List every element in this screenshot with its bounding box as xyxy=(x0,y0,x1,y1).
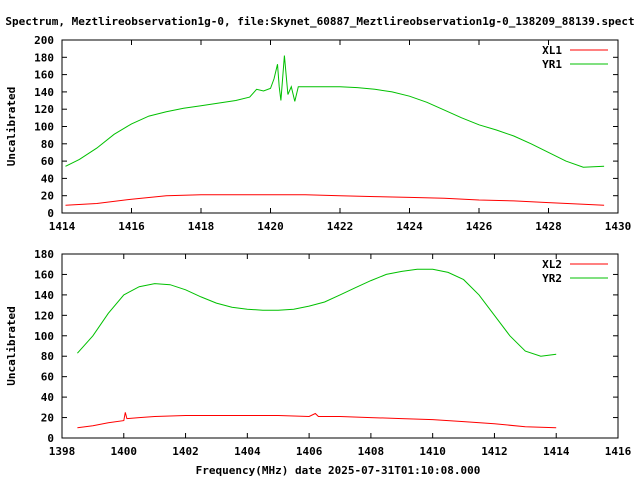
x-tick-label: 1402 xyxy=(172,445,199,458)
y-tick-label: 140 xyxy=(34,289,54,302)
bottom-chart: 0 20 40 60 80 100 120 140 160 180 1398 1400 1402 1404… xyxy=(5,248,632,458)
y-tick-label: 20 xyxy=(41,412,54,425)
x-tick-label: 1422 xyxy=(327,220,354,233)
y-tick-label: 160 xyxy=(34,69,54,82)
y-tick-label: 100 xyxy=(34,330,54,343)
plot-frame xyxy=(61,253,619,439)
figure-title: Spectrum, Meztlireobservation1g-0, file:… xyxy=(5,15,634,28)
x-tick-label: 1400 xyxy=(111,445,138,458)
x-tick-label: 1414 xyxy=(49,220,76,233)
x-tick-label: 1416 xyxy=(118,220,145,233)
legend-label: YR2 xyxy=(542,272,562,285)
y-tick-label: 60 xyxy=(41,371,54,384)
x-tick-label: 1406 xyxy=(296,445,323,458)
series-line-xl1 xyxy=(65,194,605,206)
x-tick-label: 1430 xyxy=(605,220,632,233)
y-tick-label: 0 xyxy=(47,432,54,445)
y-axis-label: Uncalibrated xyxy=(5,87,18,166)
y-tick-label: 0 xyxy=(47,207,54,220)
x-tick-label: 1418 xyxy=(188,220,215,233)
y-tick-label: 80 xyxy=(41,138,54,151)
y-tick-label: 160 xyxy=(34,268,54,281)
x-tick-label: 1428 xyxy=(535,220,562,233)
y-tick-label: 80 xyxy=(41,350,54,363)
y-tick-label: 180 xyxy=(34,248,54,261)
y-tick-label: 140 xyxy=(34,86,54,99)
y-tick-label: 180 xyxy=(34,51,54,64)
top-chart: 0 20 40 60 80 100 120 140 160 180 200 1414 1416 1418 1… xyxy=(5,34,631,233)
plot-frame xyxy=(61,39,619,214)
x-tick-label: 1424 xyxy=(396,220,423,233)
y-tick-label: 120 xyxy=(34,309,54,322)
y-tick-label: 60 xyxy=(41,155,54,168)
series-line-yr1 xyxy=(65,55,605,168)
legend-label: XL2 xyxy=(542,258,562,271)
x-tick-label: 1420 xyxy=(257,220,284,233)
y-tick-label: 120 xyxy=(34,103,54,116)
x-tick-label: 1404 xyxy=(234,445,261,458)
x-tick-label: 1410 xyxy=(419,445,446,458)
legend-label: YR1 xyxy=(542,58,562,71)
y-tick-label: 40 xyxy=(41,172,54,185)
y-axis-label: Uncalibrated xyxy=(5,306,18,385)
x-tick-label: 1426 xyxy=(466,220,493,233)
y-tick-label: 20 xyxy=(41,190,54,203)
x-tick-label: 1416 xyxy=(605,445,632,458)
y-tick-label: 200 xyxy=(34,34,54,47)
y-tick-label: 40 xyxy=(41,391,54,404)
x-tick-label: 1408 xyxy=(358,445,385,458)
x-tick-label: 1412 xyxy=(481,445,508,458)
x-axis-label: Frequency(MHz) date 2025-07-31T01:10:08.… xyxy=(196,464,481,477)
legend-label: XL1 xyxy=(542,44,562,57)
series-line-yr2 xyxy=(77,268,557,357)
x-tick-label: 1414 xyxy=(543,445,570,458)
x-tick-label: 1398 xyxy=(49,445,76,458)
series-line-xl2 xyxy=(77,412,557,429)
y-tick-label: 100 xyxy=(34,121,54,134)
